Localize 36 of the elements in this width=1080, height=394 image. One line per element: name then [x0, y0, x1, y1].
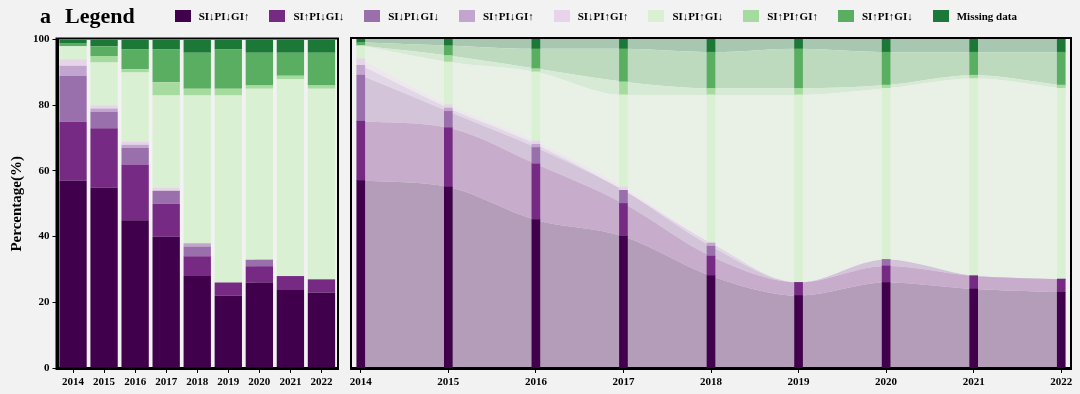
x-tick-label: 2016: [124, 375, 147, 388]
x-tick-label: 2020: [248, 375, 271, 388]
x-tick-label: 2021: [962, 375, 985, 388]
x-tick-label: 2019: [217, 375, 240, 388]
y-tick-label: 60: [38, 163, 50, 176]
y-tick-label: 20: [38, 295, 50, 308]
x-tick-label: 2021: [279, 375, 302, 388]
legend-label: SI↓PI↓GI↑: [198, 10, 250, 22]
x-tick-label: 2016: [524, 375, 548, 388]
x-tick-label: 2018: [700, 375, 723, 388]
x-tick-label: 2014: [62, 375, 85, 388]
legend-label: Missing data: [956, 10, 1017, 22]
legend-title: Legend: [65, 3, 135, 29]
x-tick-label: 2015: [93, 375, 116, 388]
x-tick-label: 2017: [155, 375, 178, 388]
legend-label: SI↓PI↓GI↓: [388, 10, 439, 22]
legend-label: SI↑PI↑GI↑: [767, 10, 818, 22]
x-tick-label: 2020: [875, 375, 898, 388]
x-tick-label: 2018: [186, 375, 209, 388]
x-tick-label: 2014: [349, 375, 373, 388]
x-tick-label: 2017: [612, 375, 635, 388]
y-tick-label: 100: [33, 32, 50, 45]
legend-label: SI↑PI↑GI↓: [861, 10, 913, 22]
x-tick-label: 2019: [787, 375, 811, 388]
x-tick-label: 2022: [1050, 375, 1073, 388]
y-tick-label: 40: [38, 229, 50, 242]
y-tick-label: 80: [38, 98, 50, 111]
legend-label: SI↑PI↓GI↓: [293, 10, 345, 22]
y-tick-label: 0: [44, 360, 50, 373]
legend-label: SI↑PI↓GI↑: [482, 10, 534, 22]
legend-label: SI↓PI↑GI↓: [672, 10, 724, 22]
x-tick-label: 2015: [437, 375, 460, 388]
legend-label: SI↓PI↑GI↑: [577, 10, 629, 22]
y-axis-title: Percentage(%): [7, 156, 25, 252]
x-tick-label: 2022: [310, 375, 333, 388]
text: a: [40, 3, 51, 29]
